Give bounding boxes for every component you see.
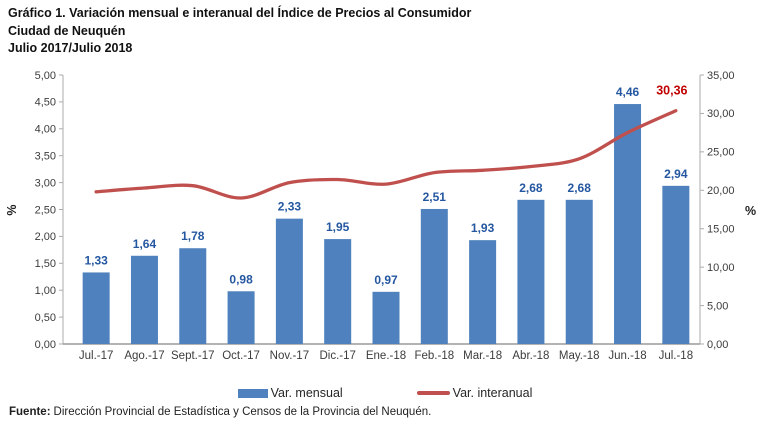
x-tick-label: Oct.-17 xyxy=(222,350,260,362)
right-axis-tick-label: 25,00 xyxy=(707,147,735,159)
x-tick-label: Jul.-18 xyxy=(659,350,694,362)
right-axis-tick-label: 15,00 xyxy=(707,224,735,236)
legend-label-var-mensual: Var. mensual xyxy=(270,386,343,400)
bar xyxy=(82,272,110,344)
x-tick-label: May.-18 xyxy=(559,350,600,362)
bar-value-label: 2,51 xyxy=(423,190,447,204)
left-axis-tick-label: 5,00 xyxy=(35,70,56,82)
right-axis-tick-label: 30,00 xyxy=(707,108,735,120)
right-axis-tick-label: 5,00 xyxy=(707,300,728,312)
bar xyxy=(614,104,642,344)
right-axis-tick-label: 10,00 xyxy=(707,262,735,274)
right-axis-tick-label: 20,00 xyxy=(707,185,735,197)
left-axis-title: % xyxy=(5,204,19,215)
x-tick-label: Dic.-17 xyxy=(319,350,355,362)
bar-series-swatch xyxy=(237,388,268,398)
x-tick-label: Mar.-18 xyxy=(463,350,502,362)
bar xyxy=(469,240,497,344)
left-axis-tick-label: 4,50 xyxy=(35,97,56,109)
legend-label-var-interanual: Var. interanual xyxy=(452,386,533,400)
bar-value-label: 1,33 xyxy=(84,253,108,267)
interannual-line xyxy=(94,109,678,200)
bar-value-label: 1,64 xyxy=(133,237,157,251)
x-tick-label: Sept.-17 xyxy=(171,350,214,362)
x-tick-label: Jul.-17 xyxy=(79,350,114,362)
bar xyxy=(420,208,448,344)
bar-value-label: 2,68 xyxy=(519,181,543,195)
bar xyxy=(275,218,303,344)
bar xyxy=(517,199,545,344)
legend-item-var-interanual: Var. interanual xyxy=(416,386,533,400)
x-tick-label: Feb.-18 xyxy=(414,350,454,362)
bar-value-label: 1,95 xyxy=(326,220,350,234)
bar xyxy=(372,291,400,344)
legend-item-var-mensual: Var. mensual xyxy=(237,386,343,400)
bar-value-label: 0,97 xyxy=(374,273,398,287)
title-block: Gráfico 1. Variación mensual e interanua… xyxy=(8,5,471,58)
left-axis-tick-label: 2,00 xyxy=(35,231,56,243)
source-text: Dirección Provincial de Estadística y Ce… xyxy=(53,406,432,418)
x-tick-label: Abr.-18 xyxy=(512,350,549,362)
chart-canvas: 0,00 0,50 1,00 1,50 2,00 2,50 3,00 3,50 4,00 4,50… xyxy=(5,70,756,362)
bar-value-label: 2,33 xyxy=(278,200,302,214)
left-axis-tick-label: 0,00 xyxy=(35,339,56,351)
x-tick-label: Ago.-17 xyxy=(124,350,164,362)
x-tick-label: Ene.-18 xyxy=(366,350,406,362)
bar-value-label: 2,68 xyxy=(568,181,592,195)
x-tick-label: Jun.-18 xyxy=(608,350,646,362)
left-axis-tick-label: 2,50 xyxy=(35,204,56,216)
chart-location-subtitle: Ciudad de Neuquén xyxy=(8,23,126,38)
bar xyxy=(324,239,352,344)
source-label: Fuente: xyxy=(9,406,51,418)
bar xyxy=(565,199,593,344)
chart-legend: Var. mensual Var. interanual xyxy=(0,386,770,400)
chart-title: Gráfico 1. Variación mensual e interanua… xyxy=(8,6,472,20)
bar xyxy=(179,248,207,344)
bar xyxy=(130,255,158,344)
line-end-value-label: 30,36 xyxy=(656,84,687,98)
left-axis-tick-label: 0,50 xyxy=(35,312,56,324)
left-axis-tick-label: 1,00 xyxy=(35,285,56,297)
bar xyxy=(227,291,255,344)
left-axis-tick-label: 3,00 xyxy=(35,177,56,189)
x-tick-label: Nov.-17 xyxy=(270,350,309,362)
source-note: Fuente: Dirección Provincial de Estadísti… xyxy=(9,406,431,418)
bar-value-label: 1,93 xyxy=(471,221,495,235)
right-axis-title: % xyxy=(745,204,756,218)
line-series-swatch xyxy=(416,391,450,395)
right-axis-tick-label: 35,00 xyxy=(707,70,735,82)
bar-value-label: 0,98 xyxy=(229,272,253,286)
left-axis-tick-label: 1,50 xyxy=(35,258,56,270)
bar-value-label: 1,78 xyxy=(181,229,205,243)
bar-value-label: 2,94 xyxy=(664,167,688,181)
right-axis-tick-label: 0,00 xyxy=(707,339,728,351)
left-axis-tick-label: 3,50 xyxy=(35,151,56,163)
left-axis-tick-label: 4,00 xyxy=(35,124,56,136)
bar-value-label: 4,46 xyxy=(616,85,640,99)
chart-period-subtitle: Julio 2017/Julio 2018 xyxy=(8,41,133,55)
bar xyxy=(662,185,690,344)
